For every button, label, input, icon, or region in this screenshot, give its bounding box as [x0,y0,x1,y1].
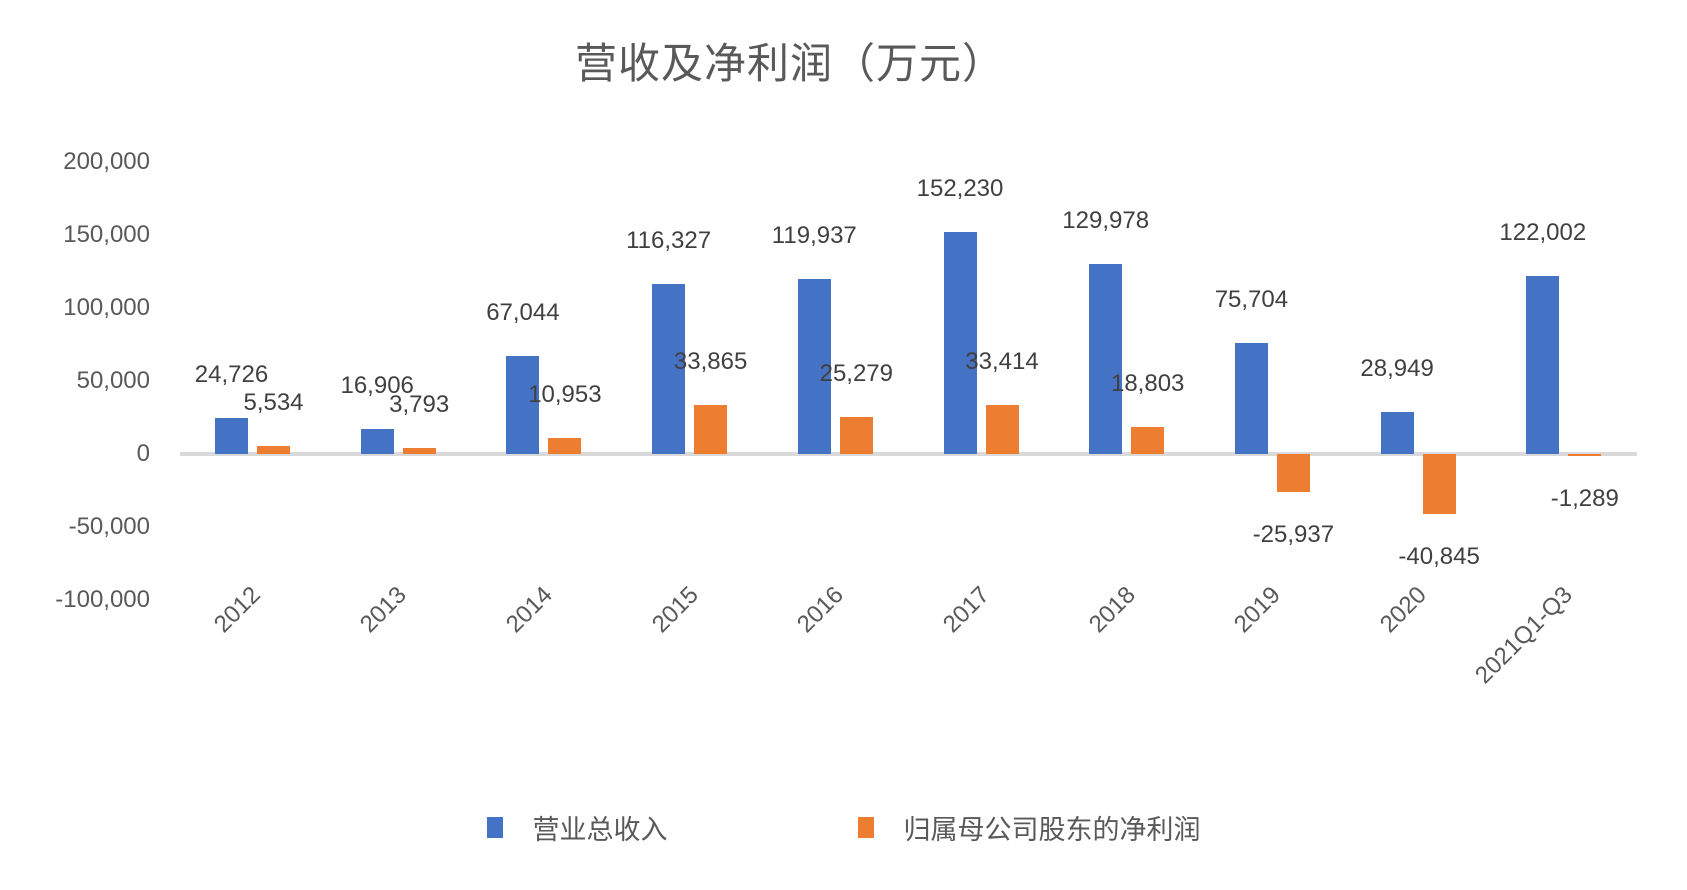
legend-swatch-net-profit-icon [857,817,874,838]
bar-net-profit-2014 [548,438,582,454]
value-label-revenue-2012: 24,726 [194,360,269,388]
value-label-net-profit-2017: 33,414 [965,348,1039,376]
value-label-revenue-2021Q1-Q3: 122,002 [1499,218,1587,246]
x-label-2016: 2016 [792,581,850,639]
legend-label-net-profit: 归属母公司股东的净利润 [903,815,1201,845]
value-label-revenue-2017: 152,230 [916,174,1004,202]
bar-net-profit-2020 [1422,454,1456,514]
bar-revenue-2019 [1234,343,1268,454]
bar-revenue-2017 [943,231,977,454]
x-label-2015: 2015 [646,581,704,639]
value-label-revenue-2019: 75,704 [1214,286,1289,314]
y-tick-150000: 150,000 [63,221,150,248]
value-label-net-profit-2018: 18,803 [1110,369,1185,397]
x-label-2014: 2014 [500,581,558,639]
value-label-net-profit-2013: 3,793 [389,391,450,419]
x-label-2018: 2018 [1083,581,1141,639]
value-label-net-profit-2020: -40,845 [1398,542,1480,570]
x-label-2020: 2020 [1374,581,1432,639]
y-tick--50000: -50,000 [68,513,150,540]
y-tick-200000: 200,000 [63,148,150,175]
x-label-2019: 2019 [1229,581,1287,639]
value-label-net-profit-2016: 25,279 [819,360,893,388]
value-label-revenue-2016: 119,937 [771,221,857,249]
bar-net-profit-2021Q1-Q3 [1568,454,1602,456]
y-tick--100000: -100,000 [55,586,150,613]
legend-item-revenue: 营业总收入 [486,808,668,847]
y-tick-50000: 50,000 [76,367,150,394]
bar-revenue-2014 [506,356,540,454]
bar-net-profit-2015 [694,404,728,454]
bar-net-profit-2019 [1276,454,1310,492]
bar-revenue-2012 [215,417,248,454]
bar-net-profit-2017 [985,405,1019,454]
x-label-2013: 2013 [355,581,412,639]
bar-revenue-2021Q1-Q3 [1526,275,1560,454]
bar-net-profit-2018 [1131,426,1165,454]
y-tick-100000: 100,000 [63,294,150,321]
bar-revenue-2013 [360,429,394,454]
bar-revenue-2015 [652,284,686,454]
value-label-revenue-2018: 129,978 [1062,207,1150,235]
value-label-net-profit-2015: 33,865 [673,347,748,375]
value-label-revenue-2020: 28,949 [1360,354,1434,382]
value-label-revenue-2015: 116,327 [626,227,712,255]
bar-revenue-2016 [797,278,831,454]
bar-revenue-2018 [1089,264,1123,454]
x-axis-line [180,452,1637,456]
value-label-revenue-2013: 16,906 [340,372,414,400]
legend-swatch-revenue-icon [486,817,503,838]
value-label-net-profit-2014: 10,953 [528,381,602,408]
bar-net-profit-2013 [402,448,436,454]
value-label-net-profit-2019: -25,937 [1252,520,1335,548]
x-label-2021Q1-Q3: 2021Q1-Q3 [1469,581,1578,690]
y-tick-0: 0 [136,440,150,467]
chart-title: 营收及净利润（万元） [574,40,1005,87]
legend: 营业总收入 归属母公司股东的净利润 [0,808,1687,847]
x-label-2017: 2017 [937,581,995,639]
legend-label-revenue: 营业总收入 [532,815,668,845]
x-label-2012: 2012 [209,581,267,639]
bar-net-profit-2012 [257,445,290,454]
value-label-net-profit-2021Q1-Q3: -1,289 [1550,485,1619,512]
bar-net-profit-2016 [839,417,873,454]
value-label-revenue-2014: 67,044 [486,299,560,327]
value-label-net-profit-2012: 5,534 [243,388,304,416]
bar-revenue-2020 [1380,411,1414,454]
legend-item-net-profit: 归属母公司股东的净利润 [857,808,1201,847]
